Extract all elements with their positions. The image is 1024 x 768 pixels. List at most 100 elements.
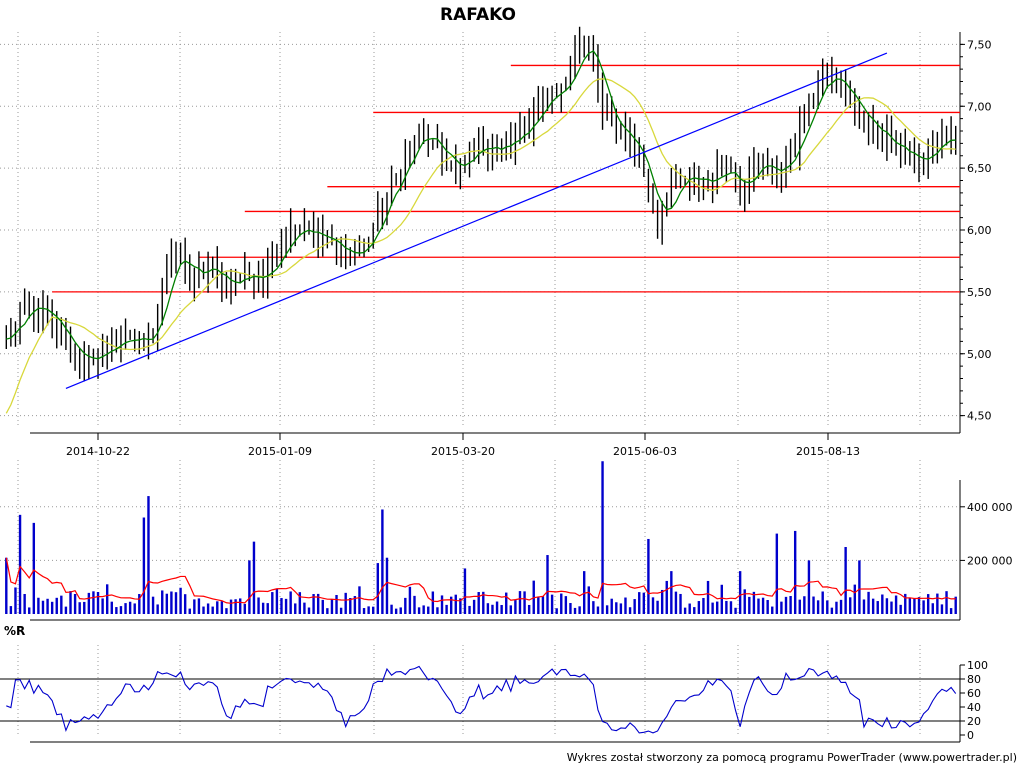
volume-bar (216, 601, 219, 614)
volume-bar (491, 604, 494, 614)
volume-bar (316, 593, 320, 614)
volume-bar (381, 509, 384, 614)
date-x-tick-label: 2015-06-03 (613, 445, 677, 458)
volume-bar (899, 604, 902, 614)
volume-bar (527, 604, 531, 614)
volume-bar (353, 596, 357, 614)
volume-bar (656, 600, 659, 614)
volume-bar (454, 594, 457, 614)
fast-moving-average (6, 50, 956, 360)
volume-bar (826, 600, 829, 614)
williams-r-gridlines (0, 645, 960, 735)
volume-bar (505, 592, 508, 614)
volume-bar (73, 593, 77, 614)
volume-bar (500, 604, 503, 614)
volume-bar (261, 602, 265, 614)
volume-bar (128, 601, 132, 614)
volume-bar (349, 597, 352, 614)
volume-bar (463, 568, 467, 614)
volume-bar (321, 599, 324, 614)
volume-bar (390, 604, 393, 614)
volume-bar (688, 603, 691, 614)
volume-bar (445, 604, 448, 614)
volume-bar (523, 591, 526, 614)
volume-bar (37, 597, 40, 614)
volume-bar (18, 514, 22, 614)
williams-r-y-tick-label: 40 (967, 701, 981, 714)
volume-bar (211, 606, 214, 614)
volume-bar (771, 606, 774, 614)
volume-bar (362, 608, 366, 614)
volume-bar (587, 586, 590, 614)
volume-bar (578, 606, 581, 614)
williams-r-line (6, 665, 957, 734)
williams-r-axes (30, 665, 961, 743)
volume-bar (798, 599, 801, 614)
volume-bar (372, 606, 375, 614)
volume-bar (96, 592, 100, 614)
volume-bar (674, 591, 678, 614)
price-gridlines (0, 32, 960, 428)
price-y-tick-label: 7,00 (967, 100, 992, 113)
volume-bar (271, 592, 274, 614)
volume-bar (720, 584, 723, 614)
volume-bar (14, 587, 17, 614)
volume-bar (514, 600, 517, 614)
price-bars (5, 26, 957, 382)
volume-bar (660, 589, 664, 614)
volume-bar (509, 605, 513, 614)
volume-bar (743, 589, 746, 614)
volume-bar (399, 607, 402, 614)
volume-bar (55, 597, 58, 614)
volume-bar (830, 607, 834, 614)
volume-bar (679, 593, 682, 614)
volume-bar (101, 598, 104, 614)
volume-bar (913, 598, 916, 614)
volume-bar (266, 603, 269, 614)
volume-bar (601, 461, 604, 614)
volume-average (5, 557, 956, 604)
volume-bar (582, 571, 586, 614)
volume-bar (225, 608, 228, 614)
date-x-tick-label: 2015-01-09 (248, 445, 312, 458)
volume-bar (339, 607, 343, 614)
volume-bar (413, 595, 416, 614)
volume-bar (64, 606, 68, 614)
volume-bar (486, 603, 490, 614)
volume-bar (752, 591, 756, 614)
volume-bar (619, 603, 623, 614)
volume-bar (615, 602, 618, 614)
volume-bar (243, 603, 246, 614)
moving-averages (5, 50, 956, 414)
volume-bar (431, 591, 435, 614)
volume-bar (142, 517, 146, 614)
volume-bar (793, 530, 797, 614)
volume-bar (881, 594, 884, 614)
volume-bar (294, 603, 297, 614)
volume-bar (775, 533, 779, 614)
volume-bar (220, 601, 224, 614)
volume-bar (344, 592, 347, 614)
date-x-tick-labels: 2014-10-22 2015-01-09 2015-03-20 2015-06-03… (66, 433, 860, 458)
volume-bar (931, 603, 934, 614)
volume-bar (87, 592, 91, 614)
volume-bars (5, 461, 957, 614)
volume-bar (592, 601, 595, 614)
volume-bar (417, 607, 421, 614)
volume-average-line (5, 557, 956, 604)
volume-bar (624, 597, 627, 614)
williams-r-y-tick-label: 0 (967, 729, 974, 742)
volume-bar (803, 596, 806, 614)
volume-bar (670, 571, 673, 614)
volume-bar (28, 607, 31, 614)
volume-bar (573, 607, 577, 614)
volume-bar (647, 538, 650, 614)
volume-bar (284, 598, 288, 614)
volume-bar (495, 601, 499, 614)
volume-bar (124, 603, 127, 614)
volume-bar (307, 607, 311, 614)
volume-bar (5, 557, 8, 614)
volume-y-tick-label: 200 000 (967, 554, 1013, 567)
